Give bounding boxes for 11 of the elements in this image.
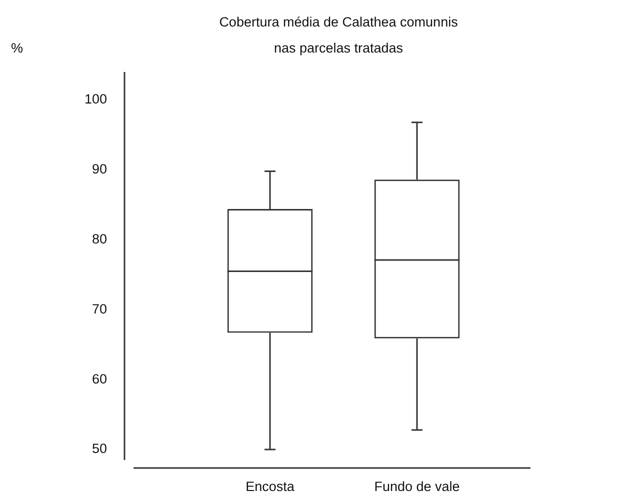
y-tick-label: 70 — [92, 301, 107, 316]
x-tick-label: Fundo de vale — [374, 478, 460, 493]
y-tick-label: 50 — [92, 441, 107, 456]
chart-subtitle: nas parcelas tratadas — [274, 40, 404, 56]
x-tick-label: Encosta — [246, 478, 295, 493]
text: % — [11, 40, 24, 56]
y-tick-label: 60 — [92, 371, 107, 386]
y-tick-label: 80 — [92, 232, 107, 247]
chart-title: Cobertura média de Calathea comunnis — [219, 14, 458, 30]
y-tick-label: 90 — [92, 162, 107, 177]
y-tick-label: 100 — [84, 92, 107, 107]
